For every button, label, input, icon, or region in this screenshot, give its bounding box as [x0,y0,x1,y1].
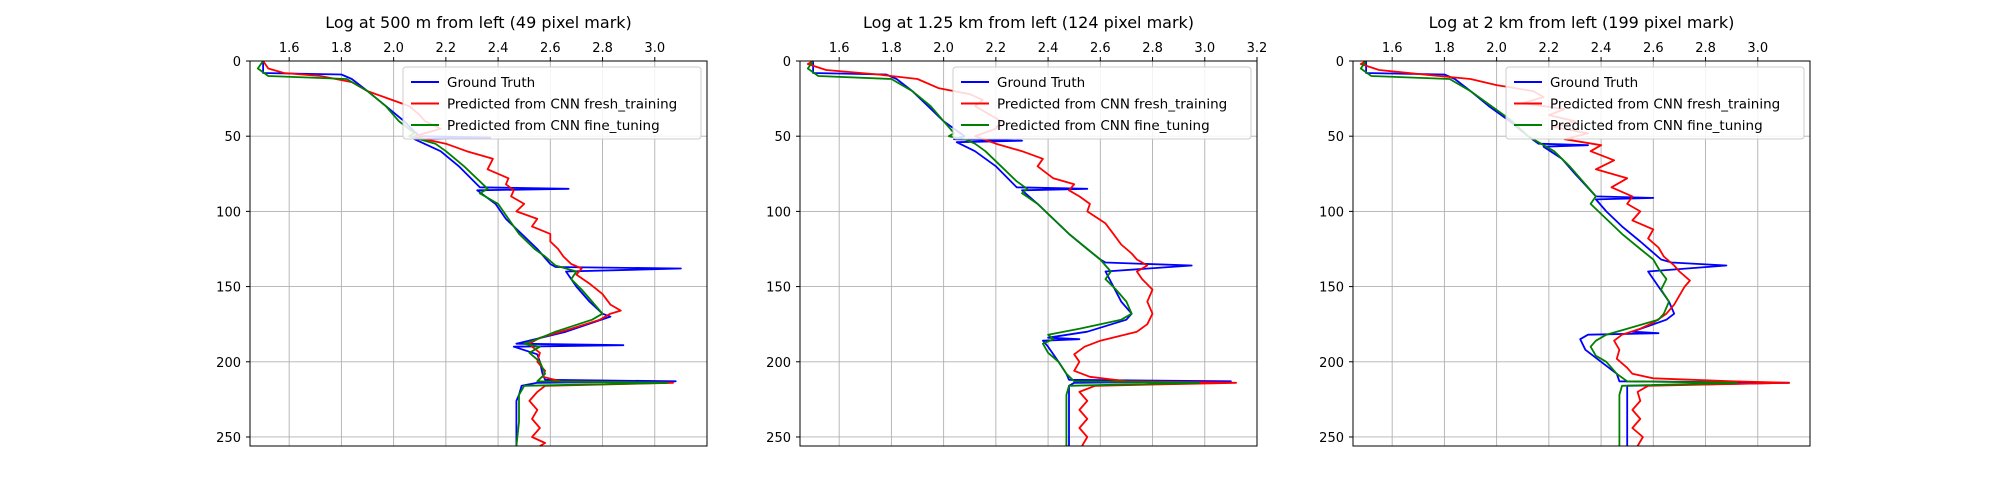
x-tick-label: 1.8 [331,41,352,56]
legend-label: Predicted from CNN fine_tuning [447,118,660,134]
y-tick-label: 50 [1327,130,1344,145]
legend-label: Ground Truth [447,75,535,91]
legend-label: Predicted from CNN fresh_training [1550,97,1780,113]
y-tick-label: 50 [224,130,241,145]
x-tick-label: 3.0 [1747,41,1768,56]
legend-box [1505,66,1805,140]
x-tick-label: 2.0 [1486,41,1507,56]
chart-panel-3: 1.6 1.8 2.0 2.2 2.4 2.6 2.8 3.0 0 50 100 150 200 250 L… [1319,13,1811,447]
y-tick-label: 0 [783,55,791,70]
chart-panel-1: 1.6 1.8 2.0 2.2 2.4 2.6 2.8 3.0 0 50 100 150 200 250 L… [216,13,708,447]
x-tick-label: 2.4 [1038,41,1059,56]
y-tick-label: 0 [233,55,241,70]
x-tick-label: 1.8 [881,41,902,56]
x-tick-label: 2.4 [1591,41,1612,56]
y-tick-label: 0 [1336,55,1344,70]
x-tick-label: 1.8 [1434,41,1455,56]
legend: Ground Truth Predicted from CNN fresh_tra… [1505,66,1805,140]
x-tick-label: 1.6 [279,41,300,56]
y-tick-label: 50 [774,130,791,145]
legend: Ground Truth Predicted from CNN fresh_tra… [402,66,702,140]
x-tick-label: 2.6 [1090,41,1111,56]
plot-frame [249,60,708,447]
x-tick-label: 1.6 [1382,41,1403,56]
x-tick-label: 2.2 [986,41,1007,56]
x-tick-label: 2.6 [540,41,561,56]
y-tick-label: 200 [216,356,241,371]
y-tick-label: 200 [1319,356,1344,371]
x-tick-label: 2.4 [488,41,509,56]
y-tick-label: 100 [766,205,791,220]
plot-frame [1352,60,1811,447]
legend-label: Predicted from CNN fine_tuning [1550,118,1763,134]
legend-label: Predicted from CNN fine_tuning [997,118,1210,134]
y-tick-label: 200 [766,356,791,371]
legend-label: Predicted from CNN fresh_training [447,97,677,113]
x-tick-label: 2.0 [933,41,954,56]
x-tick-label: 1.6 [829,41,850,56]
y-tick-label: 250 [216,431,241,446]
legend-label: Ground Truth [997,75,1085,91]
y-tick-label: 150 [216,281,241,296]
legend-box [952,66,1252,140]
x-tick-label: 2.6 [1643,41,1664,56]
x-tick-label: 3.2 [1247,41,1268,56]
x-tick-label: 2.0 [383,41,404,56]
y-tick-label: 250 [766,431,791,446]
legend-label: Ground Truth [1550,75,1638,91]
x-tick-label: 3.0 [644,41,665,56]
x-tick-label: 2.2 [436,41,457,56]
x-tick-label: 2.8 [592,41,613,56]
y-tick-label: 250 [1319,431,1344,446]
y-tick-label: 150 [766,281,791,296]
chart-title: Log at 1.25 km from left (124 pixel mark… [863,13,1194,32]
plot-frame [799,60,1258,447]
x-tick-label: 2.8 [1142,41,1163,56]
legend: Ground Truth Predicted from CNN fresh_tra… [952,66,1252,140]
chart-panel-2: 1.6 1.8 2.0 2.2 2.4 2.6 2.8 3.0 3.2 0 50 100 150 200 2… [766,13,1268,447]
x-tick-label: 2.8 [1695,41,1716,56]
legend-box [402,66,702,140]
x-tick-label: 2.2 [1539,41,1560,56]
y-tick-label: 100 [1319,205,1344,220]
y-tick-label: 100 [216,205,241,220]
series-line-fine-tuning [806,60,1201,446]
chart-title: Log at 500 m from left (49 pixel mark) [325,13,632,32]
chart-title: Log at 2 km from left (199 pixel mark) [1429,13,1735,32]
x-tick-label: 3.0 [1194,41,1215,56]
y-tick-label: 150 [1319,281,1344,296]
legend-label: Predicted from CNN fresh_training [997,97,1227,113]
